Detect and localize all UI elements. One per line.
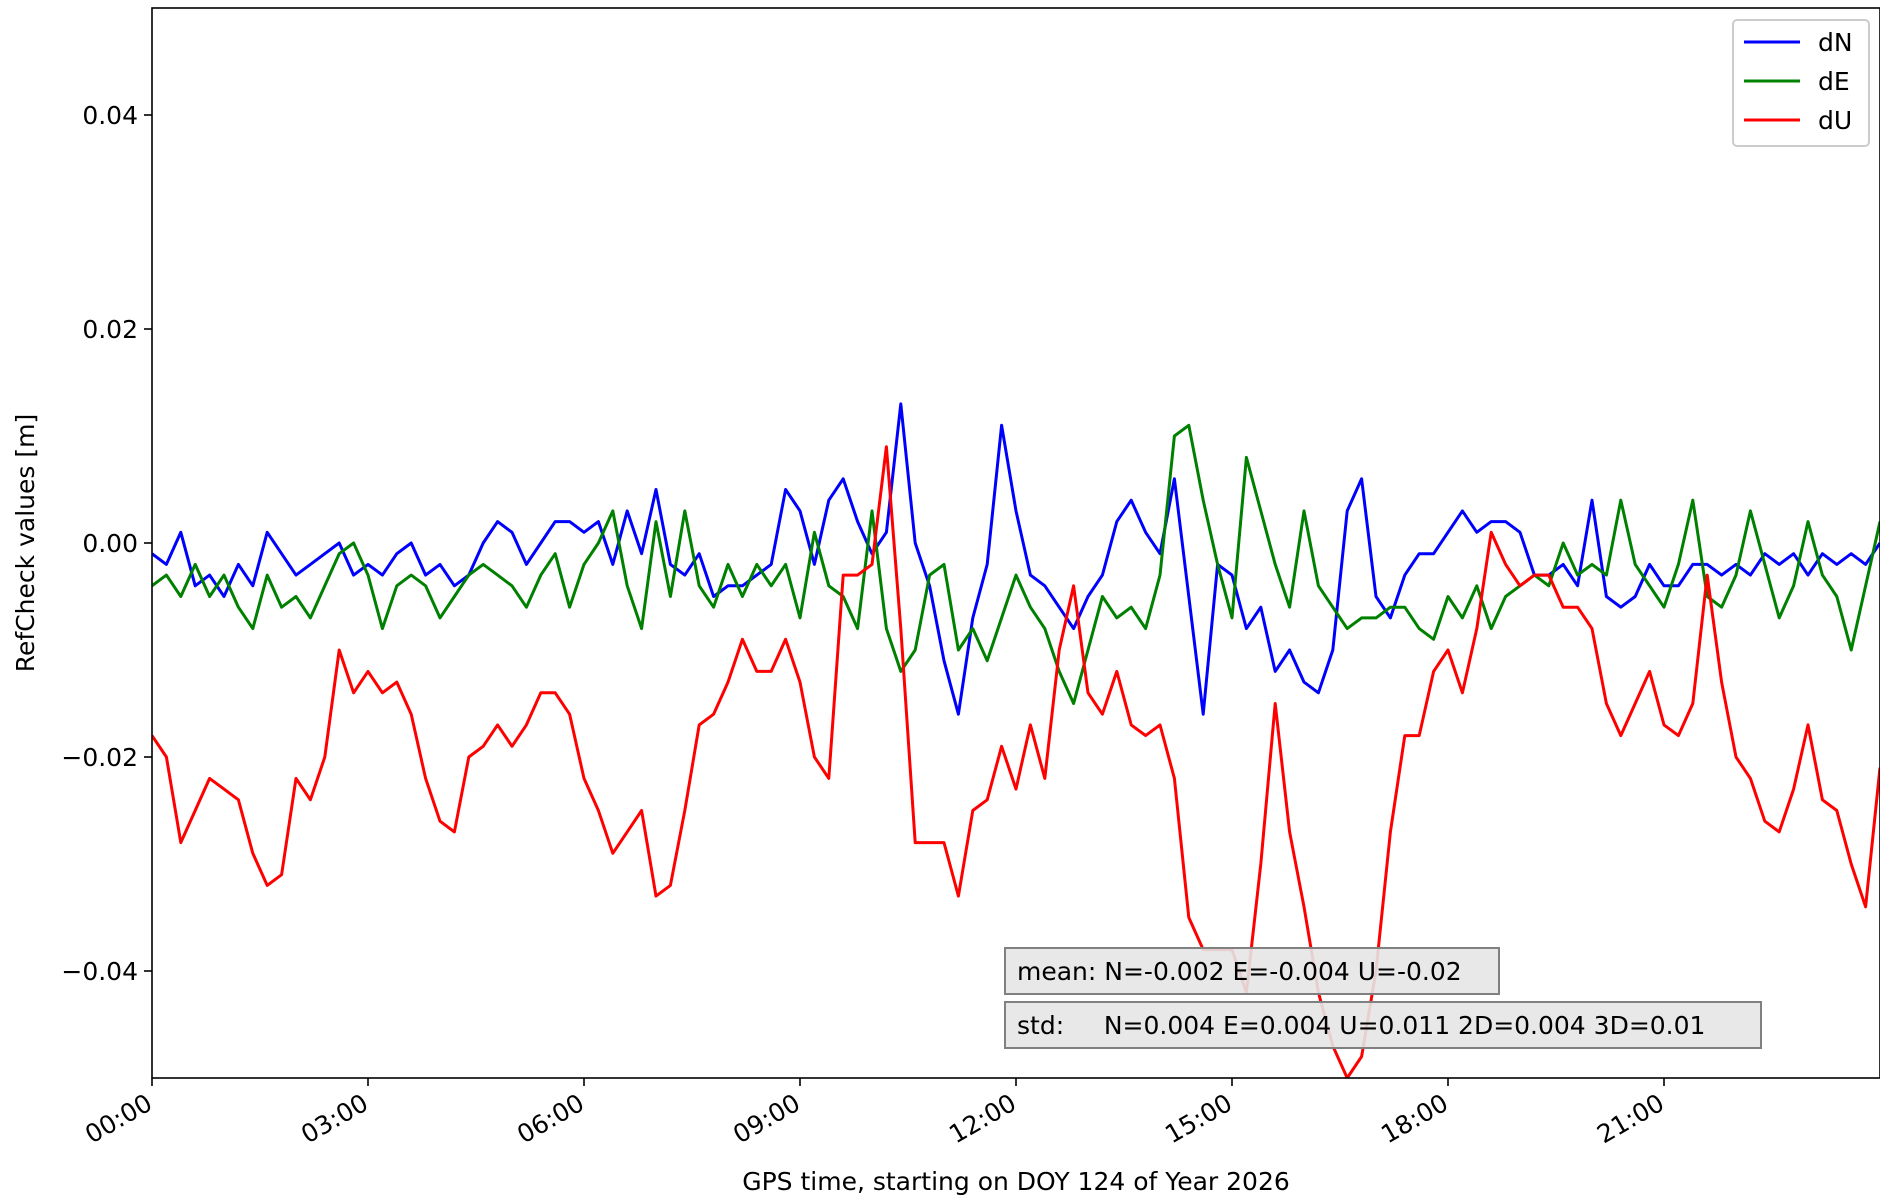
- x-tick-label: 21:00: [1592, 1088, 1669, 1149]
- series-line-dE: [152, 423, 1880, 705]
- x-tick-label: 06:00: [512, 1088, 589, 1149]
- stats-box: [1004, 947, 1500, 995]
- y-axis-label: RefCheck values [m]: [11, 414, 40, 672]
- legend: dN dE dU: [1732, 19, 1870, 147]
- stats-text: std: N=0.004 E=0.004 U=0.011 2D=0.004 3D…: [1017, 1011, 1705, 1040]
- x-axis: 00:00 03:00 06:00 09:00 12:00 15:00 18:00 21:00: [80, 1078, 1669, 1149]
- stats-annotations: mean: N=-0.002 E=-0.004 U=-0.02 std: N=0.…: [1004, 947, 1762, 1049]
- x-tick-label: 03:00: [296, 1088, 373, 1149]
- legend-label-dN: dN: [1818, 28, 1853, 57]
- x-tick-label: 09:00: [728, 1088, 805, 1149]
- series-line-dU: [152, 445, 1880, 1078]
- y-tick-label: 0.04: [82, 101, 138, 130]
- x-tick-label: 15:00: [1160, 1088, 1237, 1149]
- x-tick-label: 00:00: [80, 1088, 157, 1149]
- stats-box: [1004, 1001, 1762, 1049]
- legend-label-dU: dU: [1818, 106, 1852, 135]
- y-tick-label: −0.02: [61, 743, 138, 772]
- y-tick-label: 0.00: [82, 529, 138, 558]
- y-axis: 0.04 0.02 0.00 −0.02 −0.04: [61, 101, 152, 986]
- x-axis-label: GPS time, starting on DOY 124 of Year 20…: [742, 1167, 1290, 1196]
- y-tick-label: 0.02: [82, 315, 138, 344]
- x-tick-label: 12:00: [944, 1088, 1021, 1149]
- series-layer: [152, 402, 1880, 1078]
- legend-frame: [1732, 19, 1870, 147]
- x-tick-label: 18:00: [1376, 1088, 1453, 1149]
- series-line-dN: [152, 402, 1880, 716]
- stats-text: mean: N=-0.002 E=-0.004 U=-0.02: [1017, 957, 1462, 986]
- legend-label-dE: dE: [1818, 67, 1850, 96]
- y-tick-label: −0.04: [61, 957, 138, 986]
